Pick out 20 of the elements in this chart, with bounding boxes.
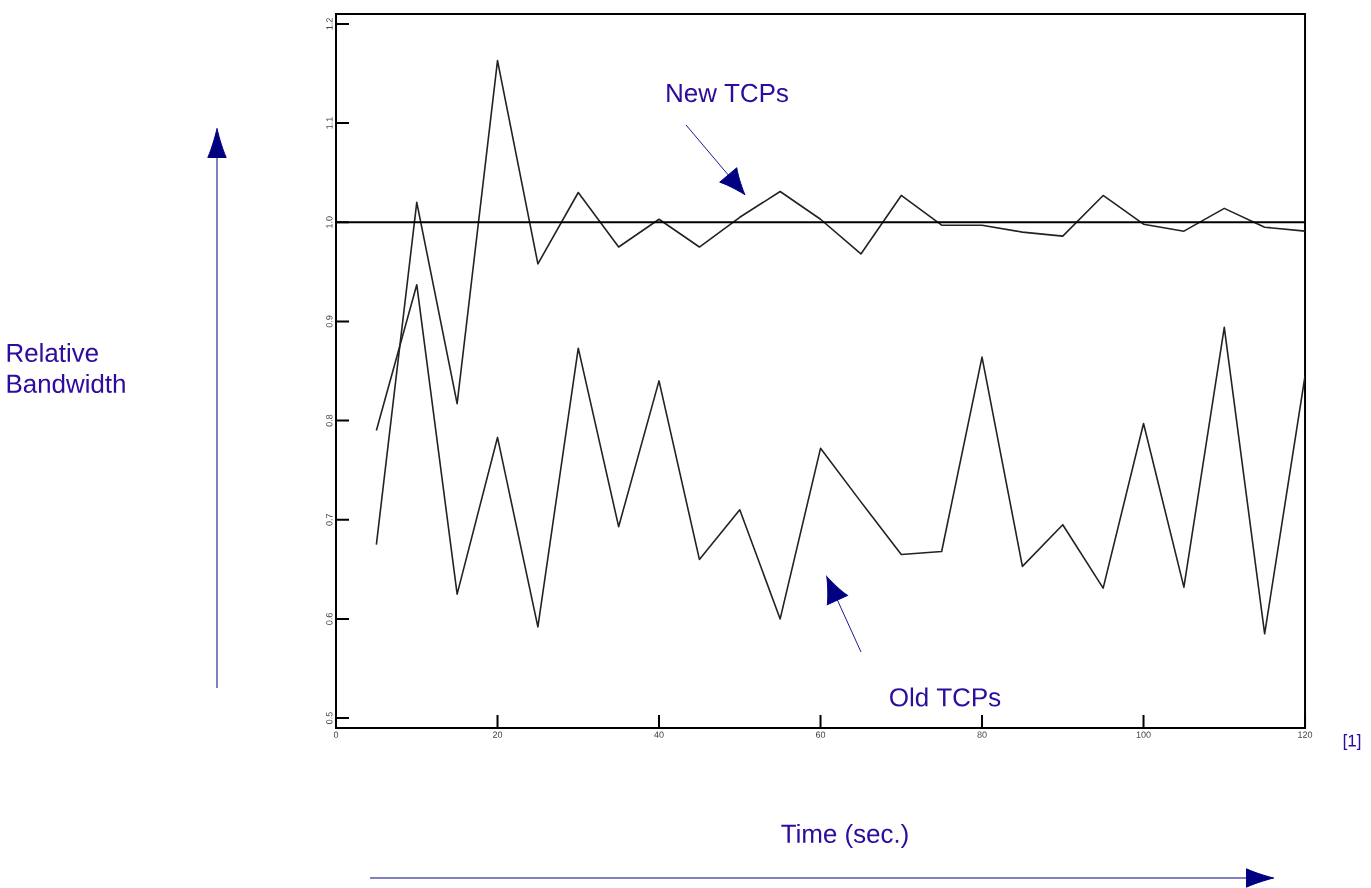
x-tick-label: 60: [815, 731, 826, 738]
x-axis-title: Time (sec.): [781, 823, 908, 849]
text: Relative Bandwidth: [7, 343, 125, 393]
y-tick-label: 1.1: [326, 117, 333, 129]
y-tick-label: 0.5: [326, 712, 333, 724]
annotation: New TCPs: [667, 83, 788, 103]
y-tick-label: 0.7: [326, 513, 333, 526]
annotation: Old TCPs: [890, 687, 1001, 707]
x-tick-label: 0: [333, 731, 339, 738]
x-tick-label: 80: [977, 731, 987, 738]
y-tick-label: 1.0: [326, 216, 333, 228]
y-tick-label: 1.2: [326, 18, 333, 30]
y-tick-label: 0.9: [326, 315, 333, 328]
x-tick-label: 40: [654, 731, 664, 738]
y-tick-label: 0.8: [326, 414, 333, 427]
x-tick-label: 120: [1298, 731, 1313, 738]
x-tick-label: 100: [1136, 731, 1151, 738]
y-tick-label: 0.6: [326, 613, 333, 625]
x-tick-label: 20: [492, 731, 503, 738]
text: [1]: [1343, 734, 1361, 750]
